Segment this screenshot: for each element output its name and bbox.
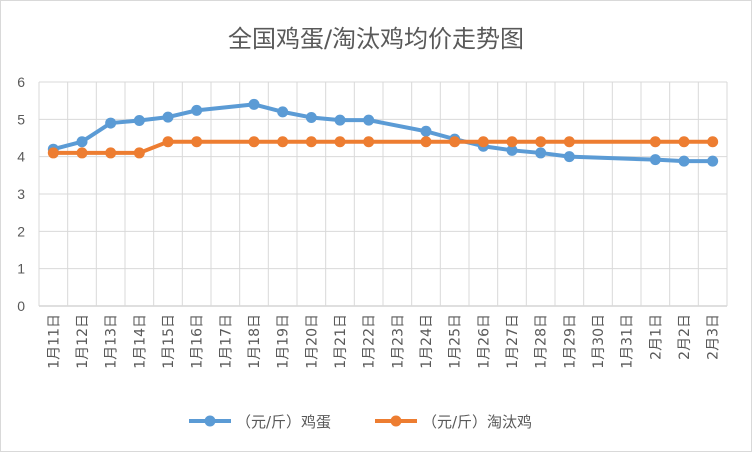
data-point [76,147,88,159]
data-point [363,136,375,148]
x-tick-label: 1月17日 [218,314,234,369]
legend-label: （元/斤）鸡蛋 [236,413,331,431]
data-point [305,111,317,123]
y-tick-label: 5 [17,111,25,127]
x-tick-label: 1月29日 [562,314,578,369]
data-point [363,114,375,126]
data-point [162,111,174,123]
legend-item-2: （元/斤）淘汰鸡 [375,413,532,431]
data-point [105,147,117,159]
x-tick-label: 1月18日 [247,314,263,369]
x-tick-label: 1月15日 [161,314,177,369]
data-point [133,147,145,159]
x-tick-label: 1月14日 [132,314,148,369]
data-point [277,136,289,148]
y-tick-label: 1 [17,261,25,277]
data-point [678,155,690,167]
legend-item-1: （元/斤）鸡蛋 [189,413,331,431]
legend-label: （元/斤）淘汰鸡 [422,413,532,431]
data-point [563,151,575,163]
series-layer [47,98,719,167]
x-tick-label: 1月22日 [362,314,378,369]
data-point [707,155,719,167]
x-tick-label: 1月11日 [46,314,62,369]
data-point [47,147,59,159]
data-point [649,154,661,166]
data-point [162,136,174,148]
x-tick-label: 1月16日 [190,314,206,369]
x-tick-label: 2月1日 [648,314,664,360]
x-tick-label: 1月19日 [276,314,292,369]
series-2 [47,136,719,159]
x-tick-label: 1月28日 [534,314,550,369]
data-point [248,136,260,148]
x-tick-label: 1月27日 [505,314,521,369]
y-tick-label: 4 [17,149,25,165]
data-point [305,136,317,148]
x-tick-label: 1月21日 [333,314,349,369]
data-point [420,125,432,137]
x-tick-label: 1月30日 [591,314,607,369]
x-axis-ticks: 1月11日 1月12日 1月13日 1月14日 1月15日 1月16日 1月17日 1月18日… [46,314,721,369]
chart-title: 全国鸡蛋/淘汰鸡均价走势图 [228,25,524,53]
legend: （元/斤）鸡蛋 （元/斤）淘汰鸡 [189,413,532,431]
data-point [535,147,547,159]
y-axis-ticks: 0 1 2 3 4 5 6 [17,74,25,314]
y-tick-label: 6 [17,74,25,90]
data-point [707,136,719,148]
data-point [248,98,260,110]
data-point [420,136,432,148]
data-point [277,106,289,118]
legend-swatch-marker [204,415,216,427]
series-1 [47,98,719,167]
data-point [191,136,203,148]
x-tick-label: 2月3日 [706,314,722,360]
x-tick-label: 1月31日 [620,314,636,369]
y-tick-label: 0 [17,298,25,314]
x-tick-label: 2月2日 [677,314,693,360]
x-tick-label: 1月26日 [476,314,492,369]
data-point [477,136,489,148]
x-tick-label: 1月23日 [390,314,406,369]
data-point [649,136,661,148]
data-point [334,136,346,148]
data-point [563,136,575,148]
x-tick-label: 1月20日 [304,314,320,369]
y-tick-label: 2 [17,223,25,239]
y-tick-label: 3 [17,186,25,202]
x-tick-label: 1月13日 [104,314,120,369]
data-point [535,136,547,148]
data-point [76,136,88,148]
x-tick-label: 1月24日 [419,314,435,369]
data-point [506,144,518,156]
legend-swatch-marker [390,415,402,427]
data-point [506,136,518,148]
data-point [678,136,690,148]
data-point [191,104,203,116]
data-point [105,117,117,129]
gridlines [38,81,728,307]
data-point [449,136,461,148]
data-point [334,114,346,126]
x-tick-label: 1月12日 [75,314,91,369]
data-point [133,114,145,126]
x-tick-label: 1月25日 [448,314,464,369]
